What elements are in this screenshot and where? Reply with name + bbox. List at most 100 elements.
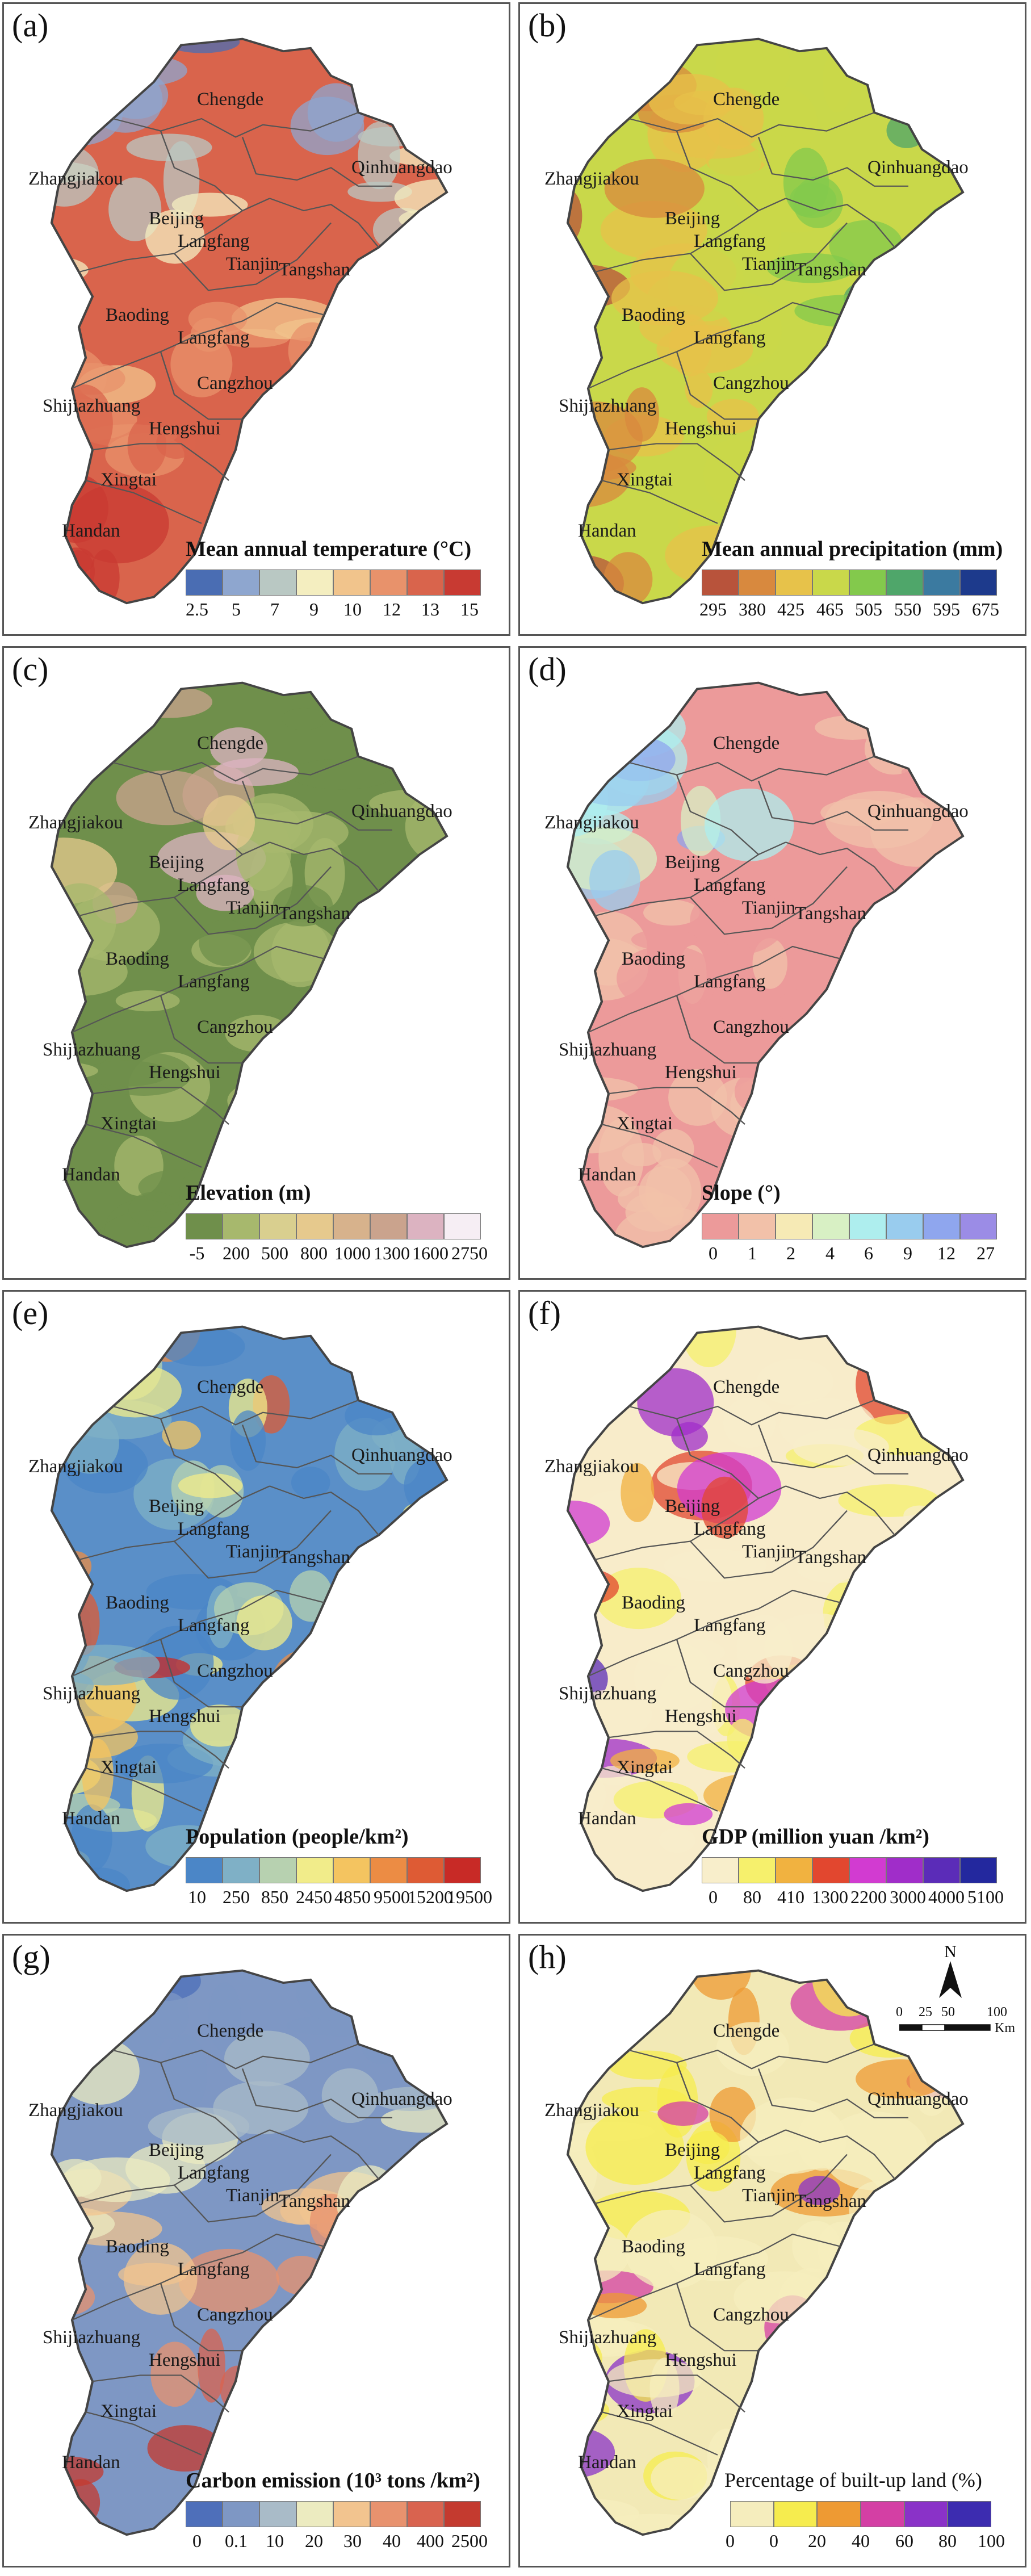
region-label: Chengde: [713, 1377, 780, 1397]
legend-swatch: [333, 2501, 370, 2527]
city-boundary: [85, 1124, 202, 1168]
legend-tick-label: 80: [743, 1887, 761, 1907]
region-label: Tangshan: [279, 1547, 350, 1568]
legend-swatch: [702, 1213, 739, 1239]
city-boundary: [160, 995, 243, 1064]
region-label: Qinhuangdao: [351, 157, 452, 178]
legend-tick-label: 550: [894, 599, 921, 619]
city-boundary: [676, 1639, 759, 1708]
legend-tick-label: 595: [933, 599, 960, 619]
legend-tick-label: 9: [309, 599, 318, 619]
legend-title: GDP (million yuan /km²): [702, 1825, 929, 1849]
city-boundary: [594, 854, 759, 917]
legend-swatch: [259, 2501, 296, 2527]
province-boundary: [50, 1325, 449, 1892]
region-label: Shijiazhuang: [559, 396, 657, 416]
legend-tick-label: 2750: [451, 1243, 488, 1263]
map-raster-c: [50, 681, 449, 1249]
legend-tick-label: 0: [726, 2531, 735, 2551]
legend-swatch: [702, 1857, 739, 1883]
map-panel-d: (d) Chengde Zhangjiakou Qinhuangdao Beijing L…: [518, 646, 1026, 1280]
legend-swatch: [223, 1213, 259, 1239]
city-boundary: [160, 2283, 243, 2352]
region-label: Shijiazhuang: [43, 2327, 141, 2348]
legend-swatch: [773, 2501, 818, 2527]
legend-swatch: [223, 2501, 259, 2527]
region-label: Chengde: [197, 1377, 264, 1397]
legend-tick-label: 10: [343, 599, 362, 619]
region-label: Handan: [62, 1165, 120, 1185]
region-label: Tianjin: [742, 2185, 796, 2206]
region-label: Tianjin: [226, 254, 280, 274]
legend-tick-label: 20: [305, 2531, 323, 2551]
legend-swatch: [948, 2501, 992, 2527]
panel-label: (g): [12, 1938, 51, 1975]
legend-colorbar: [702, 1857, 997, 1883]
legend-title: Carbon emission (10³ tons /km²): [186, 2469, 480, 2493]
city-boundary: [160, 774, 270, 856]
legend-tick-label: 4: [825, 1243, 835, 1263]
legend-swatch: [296, 2501, 333, 2527]
city-boundary: [269, 2129, 379, 2180]
city-boundary: [174, 2154, 332, 2223]
map-panel-c: (c) Chengde Zhangjiakou Qinhuangdao Beijing L…: [2, 646, 510, 1280]
scale-bar: 0 25 50 100 Km: [896, 2005, 1015, 2039]
region-label: Hengshui: [665, 1062, 737, 1083]
region-label: Tianjin: [742, 254, 796, 274]
region-label: Beijing: [149, 2140, 204, 2160]
panel-label: (f): [528, 1295, 561, 1331]
city-boundary: [160, 2062, 270, 2143]
region-label: Langfang: [694, 1519, 766, 1539]
legend-tick-label: 80: [938, 2531, 957, 2551]
region-label: Baoding: [622, 2236, 685, 2257]
legend-tick-label: 2: [786, 1243, 795, 1263]
city-boundary: [757, 1425, 909, 1475]
legend-swatch: [333, 569, 370, 596]
region-label: Tianjin: [226, 2185, 280, 2206]
legend-swatch: [812, 1857, 849, 1883]
province-boundary: [566, 1969, 965, 2536]
region-label: Shijiazhuang: [559, 1040, 657, 1060]
legend-tick-label: 10: [266, 2531, 284, 2551]
legend-swatch: [407, 1213, 444, 1239]
region-label: Langfang: [178, 328, 250, 348]
region-label: Hengshui: [149, 418, 221, 439]
city-boundary: [601, 480, 718, 524]
legend-swatch: [730, 2501, 774, 2527]
city-boundary: [72, 945, 325, 1033]
north-arrow-icon: N: [933, 1941, 967, 2007]
region-label: Chengde: [713, 2021, 780, 2041]
legend-tick-label: 380: [739, 599, 766, 619]
legend-swatch: [444, 1213, 481, 1239]
legend-swatch: [444, 569, 481, 596]
legend-swatch: [370, 569, 407, 596]
city-boundary: [785, 2129, 895, 2180]
city-boundary: [269, 1485, 379, 1536]
region-label: Zhangjiakou: [544, 169, 639, 189]
city-boundary: [85, 480, 202, 524]
region-label: Cangzhou: [197, 2305, 273, 2325]
legend-tick-label: 0: [709, 1243, 718, 1263]
legend-tick-label: 295: [699, 599, 727, 619]
city-boundary: [78, 210, 243, 273]
region-label: Baoding: [622, 1593, 685, 1613]
city-boundary: [72, 1589, 325, 1677]
legend-colorbar: [186, 1213, 481, 1239]
region-label: Beijing: [665, 208, 720, 229]
legend-tick-label: 250: [223, 1887, 250, 1907]
legend-swatch: [960, 1213, 997, 1239]
region-label: Zhangjiakou: [28, 812, 123, 833]
legend-swatch: [186, 569, 223, 596]
city-boundary: [160, 351, 243, 420]
province-boundary: [566, 681, 965, 1249]
legend-tick-label: 0.1: [225, 2531, 248, 2551]
legend-tick-label: -5: [189, 1243, 205, 1263]
region-label: Hengshui: [665, 418, 737, 439]
legend-swatch: [776, 1857, 812, 1883]
legend-swatch: [812, 569, 849, 596]
map-panel-b: (b) Chengde Zhangjiakou Qinhuangdao Beijing L…: [518, 2, 1026, 636]
legend-tick-label: 5100: [967, 1887, 1004, 1907]
legend-swatch: [776, 569, 812, 596]
scale-label: 0: [896, 2005, 903, 2020]
